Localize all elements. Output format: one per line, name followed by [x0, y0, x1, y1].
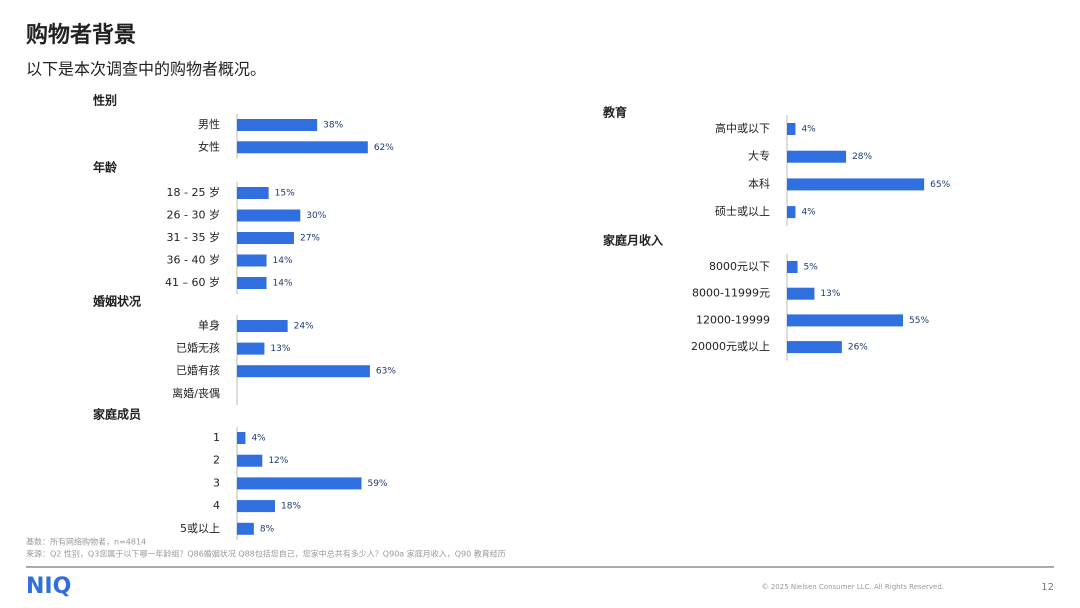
value-label: 55% — [909, 316, 929, 326]
group-title: 性别 — [92, 93, 117, 108]
category-label: 已婚无孩 — [176, 341, 220, 355]
group-title: 家庭月收入 — [603, 233, 663, 248]
bar — [237, 187, 269, 199]
value-label: 26% — [848, 343, 868, 353]
value-label: 13% — [270, 344, 290, 354]
bar — [787, 178, 925, 191]
page-number: 12 — [1041, 582, 1054, 593]
bar — [237, 320, 288, 332]
category-label: 8000元以下 — [709, 260, 770, 273]
group-title: 婚姻状况 — [93, 294, 141, 309]
value-label: 5% — [804, 263, 819, 273]
bar — [237, 365, 370, 378]
bar — [237, 254, 267, 267]
category-label: 26 - 30 岁 — [167, 208, 220, 222]
value-label: 4% — [801, 208, 816, 218]
bar — [237, 119, 318, 131]
bar — [237, 454, 263, 467]
bar — [787, 150, 847, 163]
bar — [787, 261, 798, 273]
category-label: 单身 — [198, 318, 220, 332]
category-label: 41 – 60 岁 — [165, 275, 220, 289]
value-label: 18% — [281, 502, 301, 512]
bar — [237, 500, 275, 513]
category-label: 高中或以下 — [715, 121, 770, 135]
value-label: 59% — [367, 479, 387, 489]
bar — [787, 287, 815, 300]
value-label: 14% — [273, 256, 293, 266]
footnote: 基数：所有网络购物者，n=4814 — [26, 537, 146, 547]
value-label: 63% — [376, 367, 396, 377]
category-label: 男性 — [198, 117, 220, 131]
category-label: 8000-11999元 — [692, 287, 770, 300]
footnote: 来源：Q2 性别，Q3您属于以下哪一年龄组？Q86婚姻状况 Q88包括您自己，您… — [26, 549, 506, 559]
value-label: 4% — [801, 125, 816, 135]
bar — [787, 341, 842, 354]
value-label: 28% — [852, 152, 872, 162]
category-label: 已婚有孩 — [176, 363, 220, 377]
value-label: 65% — [930, 180, 950, 190]
group-title: 教育 — [602, 105, 627, 120]
category-label: 女性 — [198, 139, 220, 153]
value-label: 12% — [268, 456, 288, 466]
value-label: 8% — [260, 524, 275, 534]
category-label: 5或以上 — [180, 522, 220, 535]
bar — [237, 277, 267, 289]
value-label: 38% — [323, 121, 343, 131]
bar — [787, 314, 904, 327]
category-label: 3 — [213, 476, 220, 489]
category-label: 1 — [213, 431, 220, 444]
bar — [237, 209, 301, 222]
value-label: 27% — [300, 234, 320, 244]
bar — [787, 123, 796, 135]
category-label: 4 — [213, 499, 220, 512]
category-label: 本科 — [748, 176, 770, 190]
category-label: 离婚/丧偶 — [172, 386, 220, 400]
value-label: 14% — [273, 279, 293, 289]
category-label: 2 — [213, 454, 220, 467]
value-label: 4% — [251, 434, 266, 444]
bar — [237, 477, 362, 490]
category-label: 大专 — [748, 149, 770, 163]
logo: NIQ — [26, 574, 71, 599]
value-label: 62% — [374, 143, 394, 153]
value-label: 13% — [820, 289, 840, 299]
bar — [237, 432, 246, 444]
bar — [237, 141, 368, 154]
copyright: © 2025 Nielsen Consumer LLC. All Rights … — [762, 583, 944, 591]
group-title: 年龄 — [93, 160, 118, 175]
value-label: 30% — [306, 211, 326, 221]
category-label: 18 - 25 岁 — [167, 185, 220, 199]
bar — [237, 342, 265, 355]
title: 购物者背景 — [26, 22, 136, 48]
category-label: 12000-19999 — [696, 313, 770, 326]
category-label: 20000元或以上 — [691, 340, 770, 353]
category-label: 硕士或以上 — [715, 205, 770, 218]
value-label: 15% — [275, 189, 295, 199]
subtitle: 以下是本次调查中的购物者概况。 — [26, 60, 266, 79]
category-label: 36 - 40 岁 — [167, 253, 220, 267]
bar — [237, 232, 294, 244]
value-label: 24% — [294, 322, 314, 332]
group-title: 家庭成员 — [93, 407, 141, 422]
bar — [237, 522, 254, 535]
bar — [787, 206, 796, 219]
category-label: 31 - 35 岁 — [167, 230, 220, 244]
